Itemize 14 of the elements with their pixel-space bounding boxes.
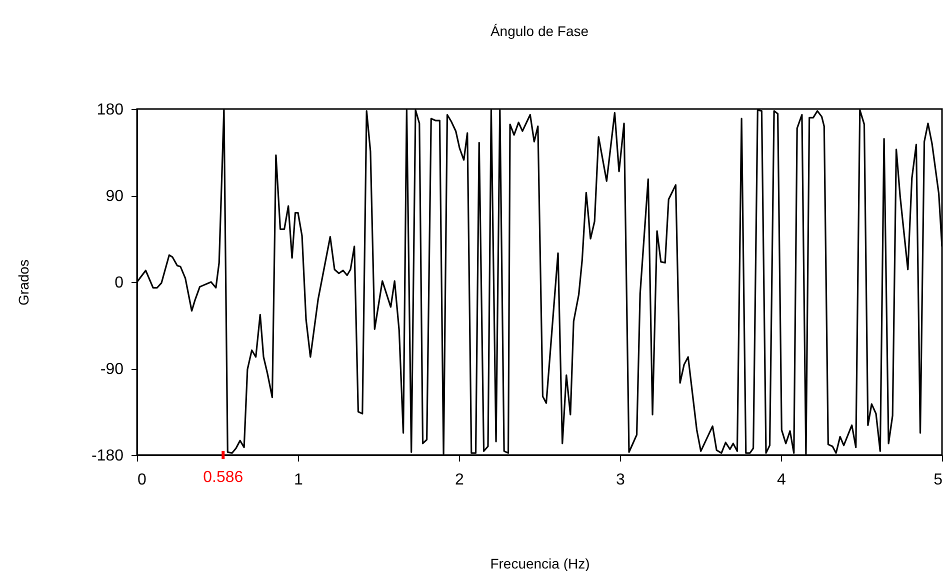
x-tick-label: 0 <box>138 472 146 488</box>
y-tick-label: 180 <box>96 102 124 118</box>
x-tick-label: 1 <box>294 472 304 488</box>
y-tick-label: 90 <box>106 188 124 205</box>
x-tick-label: 3 <box>616 472 626 488</box>
y-tick-label: -90 <box>100 361 124 378</box>
x-tick-label: 5 <box>934 472 943 488</box>
y-axis-title: Grados <box>15 260 32 306</box>
y-tick-label: -180 <box>91 448 124 464</box>
x-tick-label: 2 <box>455 472 464 488</box>
y-tick-label: 0 <box>114 274 124 292</box>
text: 0.586 <box>203 469 244 486</box>
x-tick-label: 4 <box>777 472 786 488</box>
chart-title: Ángulo de Fase <box>490 23 589 39</box>
